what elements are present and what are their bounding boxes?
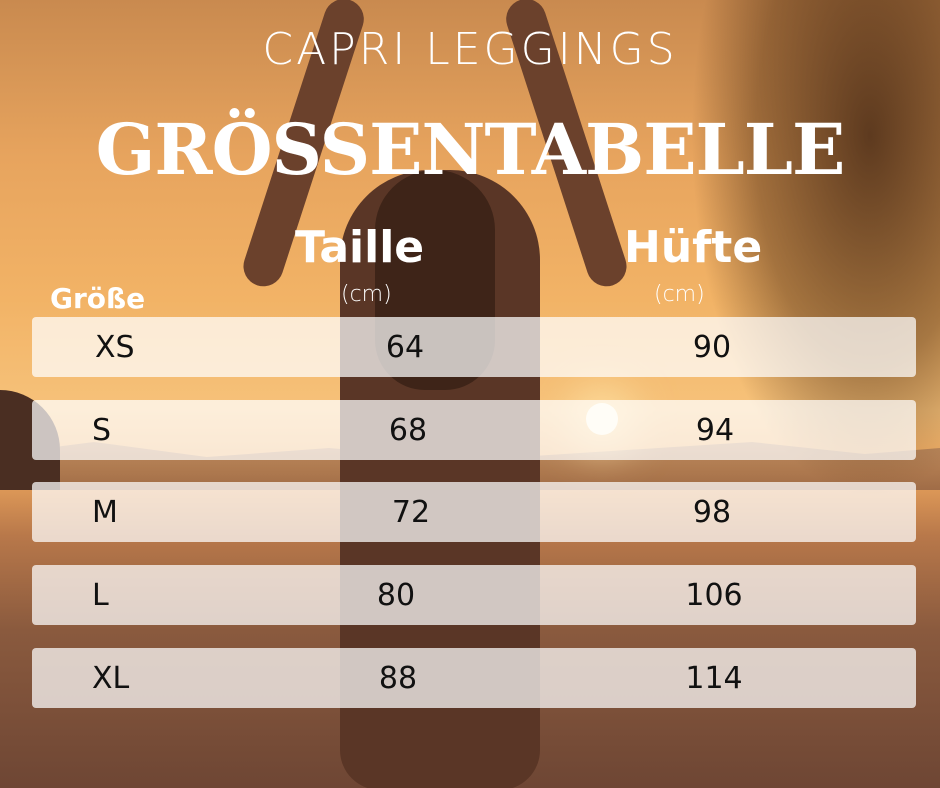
waist-cell: 88 xyxy=(378,661,418,696)
table-row: M 72 98 xyxy=(32,482,916,542)
hip-cell: 106 xyxy=(685,578,743,613)
size-cell: XL xyxy=(92,661,130,696)
hip-cell: 94 xyxy=(695,413,735,448)
waist-cell: 68 xyxy=(388,413,428,448)
table-row: L 80 106 xyxy=(32,565,916,625)
waist-cell: 64 xyxy=(385,330,425,365)
size-cell: M xyxy=(92,495,118,530)
size-cell: XS xyxy=(95,330,135,365)
table-row: S 68 94 xyxy=(32,400,916,460)
waist-cell: 80 xyxy=(376,578,416,613)
column-header-waist: Taille xyxy=(295,222,425,273)
product-subtitle: CAPRI LEGGINGS xyxy=(262,24,678,75)
hip-cell: 114 xyxy=(685,661,743,696)
hip-cell: 90 xyxy=(692,330,732,365)
hip-cell: 98 xyxy=(692,495,732,530)
table-row: XS 64 90 xyxy=(32,317,916,377)
size-cell: L xyxy=(92,578,109,613)
hip-unit: (cm) xyxy=(654,282,705,307)
waist-cell: 72 xyxy=(391,495,431,530)
table-row: XL 88 114 xyxy=(32,648,916,708)
size-cell: S xyxy=(92,413,112,448)
column-header-size: Größe xyxy=(50,282,146,315)
column-header-hip: Hüfte xyxy=(624,222,763,273)
waist-unit: (cm) xyxy=(341,282,392,307)
page-title: GRÖSSENTABELLE xyxy=(95,108,846,191)
